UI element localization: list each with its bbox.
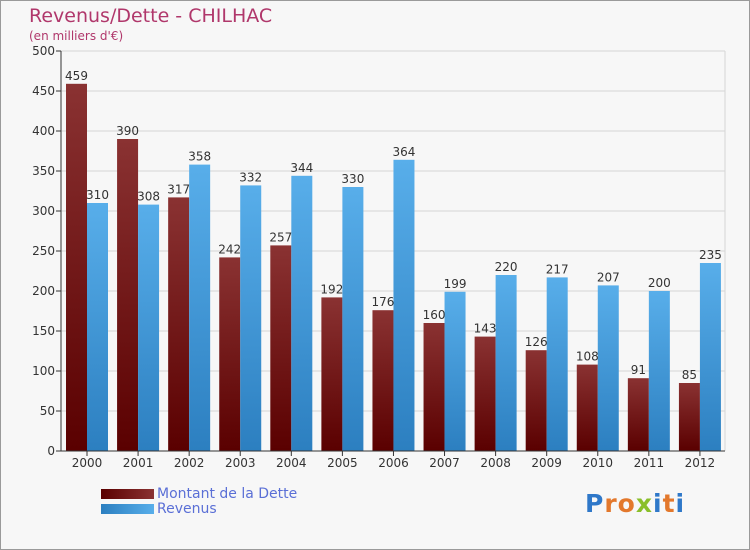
data-label: 358 [188, 150, 211, 164]
bar-dette [423, 323, 445, 451]
x-tick-label: 2011 [634, 456, 665, 470]
y-tick-label: 50 [40, 404, 55, 418]
y-tick-label: 0 [47, 444, 55, 458]
bar-revenus [597, 285, 619, 451]
logo-letter: i [675, 489, 686, 518]
axis-layer: 0 50 100 150 200 250 300 350 400 450 500 2000 2001 20… [32, 44, 725, 470]
data-label: 207 [597, 270, 620, 284]
data-label: 199 [444, 277, 467, 291]
data-label: 200 [648, 276, 671, 290]
bar-dette [321, 297, 343, 451]
bar-revenus [546, 277, 568, 451]
logo-letter: t [662, 489, 676, 518]
data-label: 235 [699, 248, 722, 262]
x-tick-label: 2010 [582, 456, 613, 470]
bar-dette [66, 83, 87, 452]
bar-dette [372, 310, 394, 451]
bar-revenus [189, 164, 211, 451]
data-label: 126 [525, 335, 548, 349]
y-tick-label: 350 [32, 164, 55, 178]
y-tick-label: 500 [32, 44, 55, 58]
legend-label-dette: Montant de la Dette [157, 485, 298, 502]
data-label: 344 [290, 161, 313, 175]
data-label: 308 [137, 190, 160, 204]
bar-dette [168, 197, 190, 451]
x-tick-label: 2000 [72, 456, 103, 470]
legend-item-dette: Montant de la Dette [101, 485, 298, 502]
bar-revenus [291, 175, 313, 452]
bar-revenus [699, 263, 721, 451]
bar-revenus [444, 291, 466, 451]
data-label: 108 [576, 350, 599, 364]
y-tick-label: 450 [32, 84, 55, 98]
y-tick-label: 200 [32, 284, 55, 298]
data-label: 390 [116, 124, 139, 138]
y-tick-label: 100 [32, 364, 55, 378]
data-label: 176 [372, 295, 395, 309]
legend-label-revenus: Revenus [157, 500, 217, 517]
x-tick-label: 2012 [685, 456, 716, 470]
x-tick-label: 2003 [225, 456, 256, 470]
x-tick-label: 2009 [531, 456, 562, 470]
chart-subtitle: (en milliers d'€) [29, 29, 124, 43]
data-label: 217 [546, 262, 569, 276]
data-label: 91 [631, 363, 646, 377]
data-label: 143 [474, 322, 497, 336]
y-tick-label: 400 [32, 124, 55, 138]
bar-revenus [240, 185, 262, 451]
x-tick-label: 2001 [123, 456, 154, 470]
legend: Montant de la Dette Revenus [101, 485, 298, 517]
bar-dette [678, 383, 700, 451]
y-tick-label: 300 [32, 204, 55, 218]
data-label: 85 [682, 368, 697, 382]
bars-layer [66, 83, 721, 452]
bar-revenus [495, 275, 517, 451]
logo-letter: i [653, 489, 663, 518]
data-label: 242 [218, 242, 241, 256]
x-tick-label: 2007 [429, 456, 460, 470]
x-tick-label: 2002 [174, 456, 205, 470]
x-tick-label: 2006 [378, 456, 409, 470]
legend-swatch-revenus [101, 503, 154, 514]
data-label: 257 [269, 230, 292, 244]
logo-letter: x [635, 489, 653, 518]
data-label: 192 [320, 282, 343, 296]
data-label: 332 [239, 170, 262, 184]
x-tick-label: 2004 [276, 456, 307, 470]
data-label: 317 [167, 182, 190, 196]
data-label: 330 [341, 172, 364, 186]
logo-letter: r [604, 489, 618, 518]
bar-dette [117, 139, 139, 451]
data-label: 160 [423, 308, 446, 322]
bar-revenus [342, 187, 364, 451]
legend-item-revenus: Revenus [101, 500, 297, 517]
bar-dette [576, 364, 598, 451]
bar-revenus [393, 159, 415, 452]
data-label: 220 [495, 260, 518, 274]
x-tick-label: 2005 [327, 456, 358, 470]
data-label: 310 [86, 188, 109, 202]
y-tick-label: 150 [32, 324, 55, 338]
bar-dette [627, 378, 649, 451]
bar-dette [474, 336, 496, 451]
bar-dette [270, 245, 292, 451]
bar-dette [525, 350, 547, 451]
labels-layer: 459 310 390 308 317 358 242 332 257 344 192 330 176 3… [65, 69, 722, 382]
bar-revenus [648, 291, 670, 451]
logo-letter: P [585, 489, 605, 518]
proxiti-logo: Proxiti [585, 489, 685, 518]
y-tick-label: 250 [32, 244, 55, 258]
chart-title: Revenus/Dette - CHILHAC [29, 5, 273, 27]
bar-revenus [87, 203, 108, 451]
bar-dette [219, 257, 241, 451]
logo-letter: o [617, 489, 636, 518]
bar-revenus [138, 204, 160, 451]
data-label: 459 [65, 69, 88, 83]
legend-swatch-dette [101, 488, 154, 499]
data-label: 364 [393, 145, 416, 159]
x-tick-label: 2008 [480, 456, 511, 470]
